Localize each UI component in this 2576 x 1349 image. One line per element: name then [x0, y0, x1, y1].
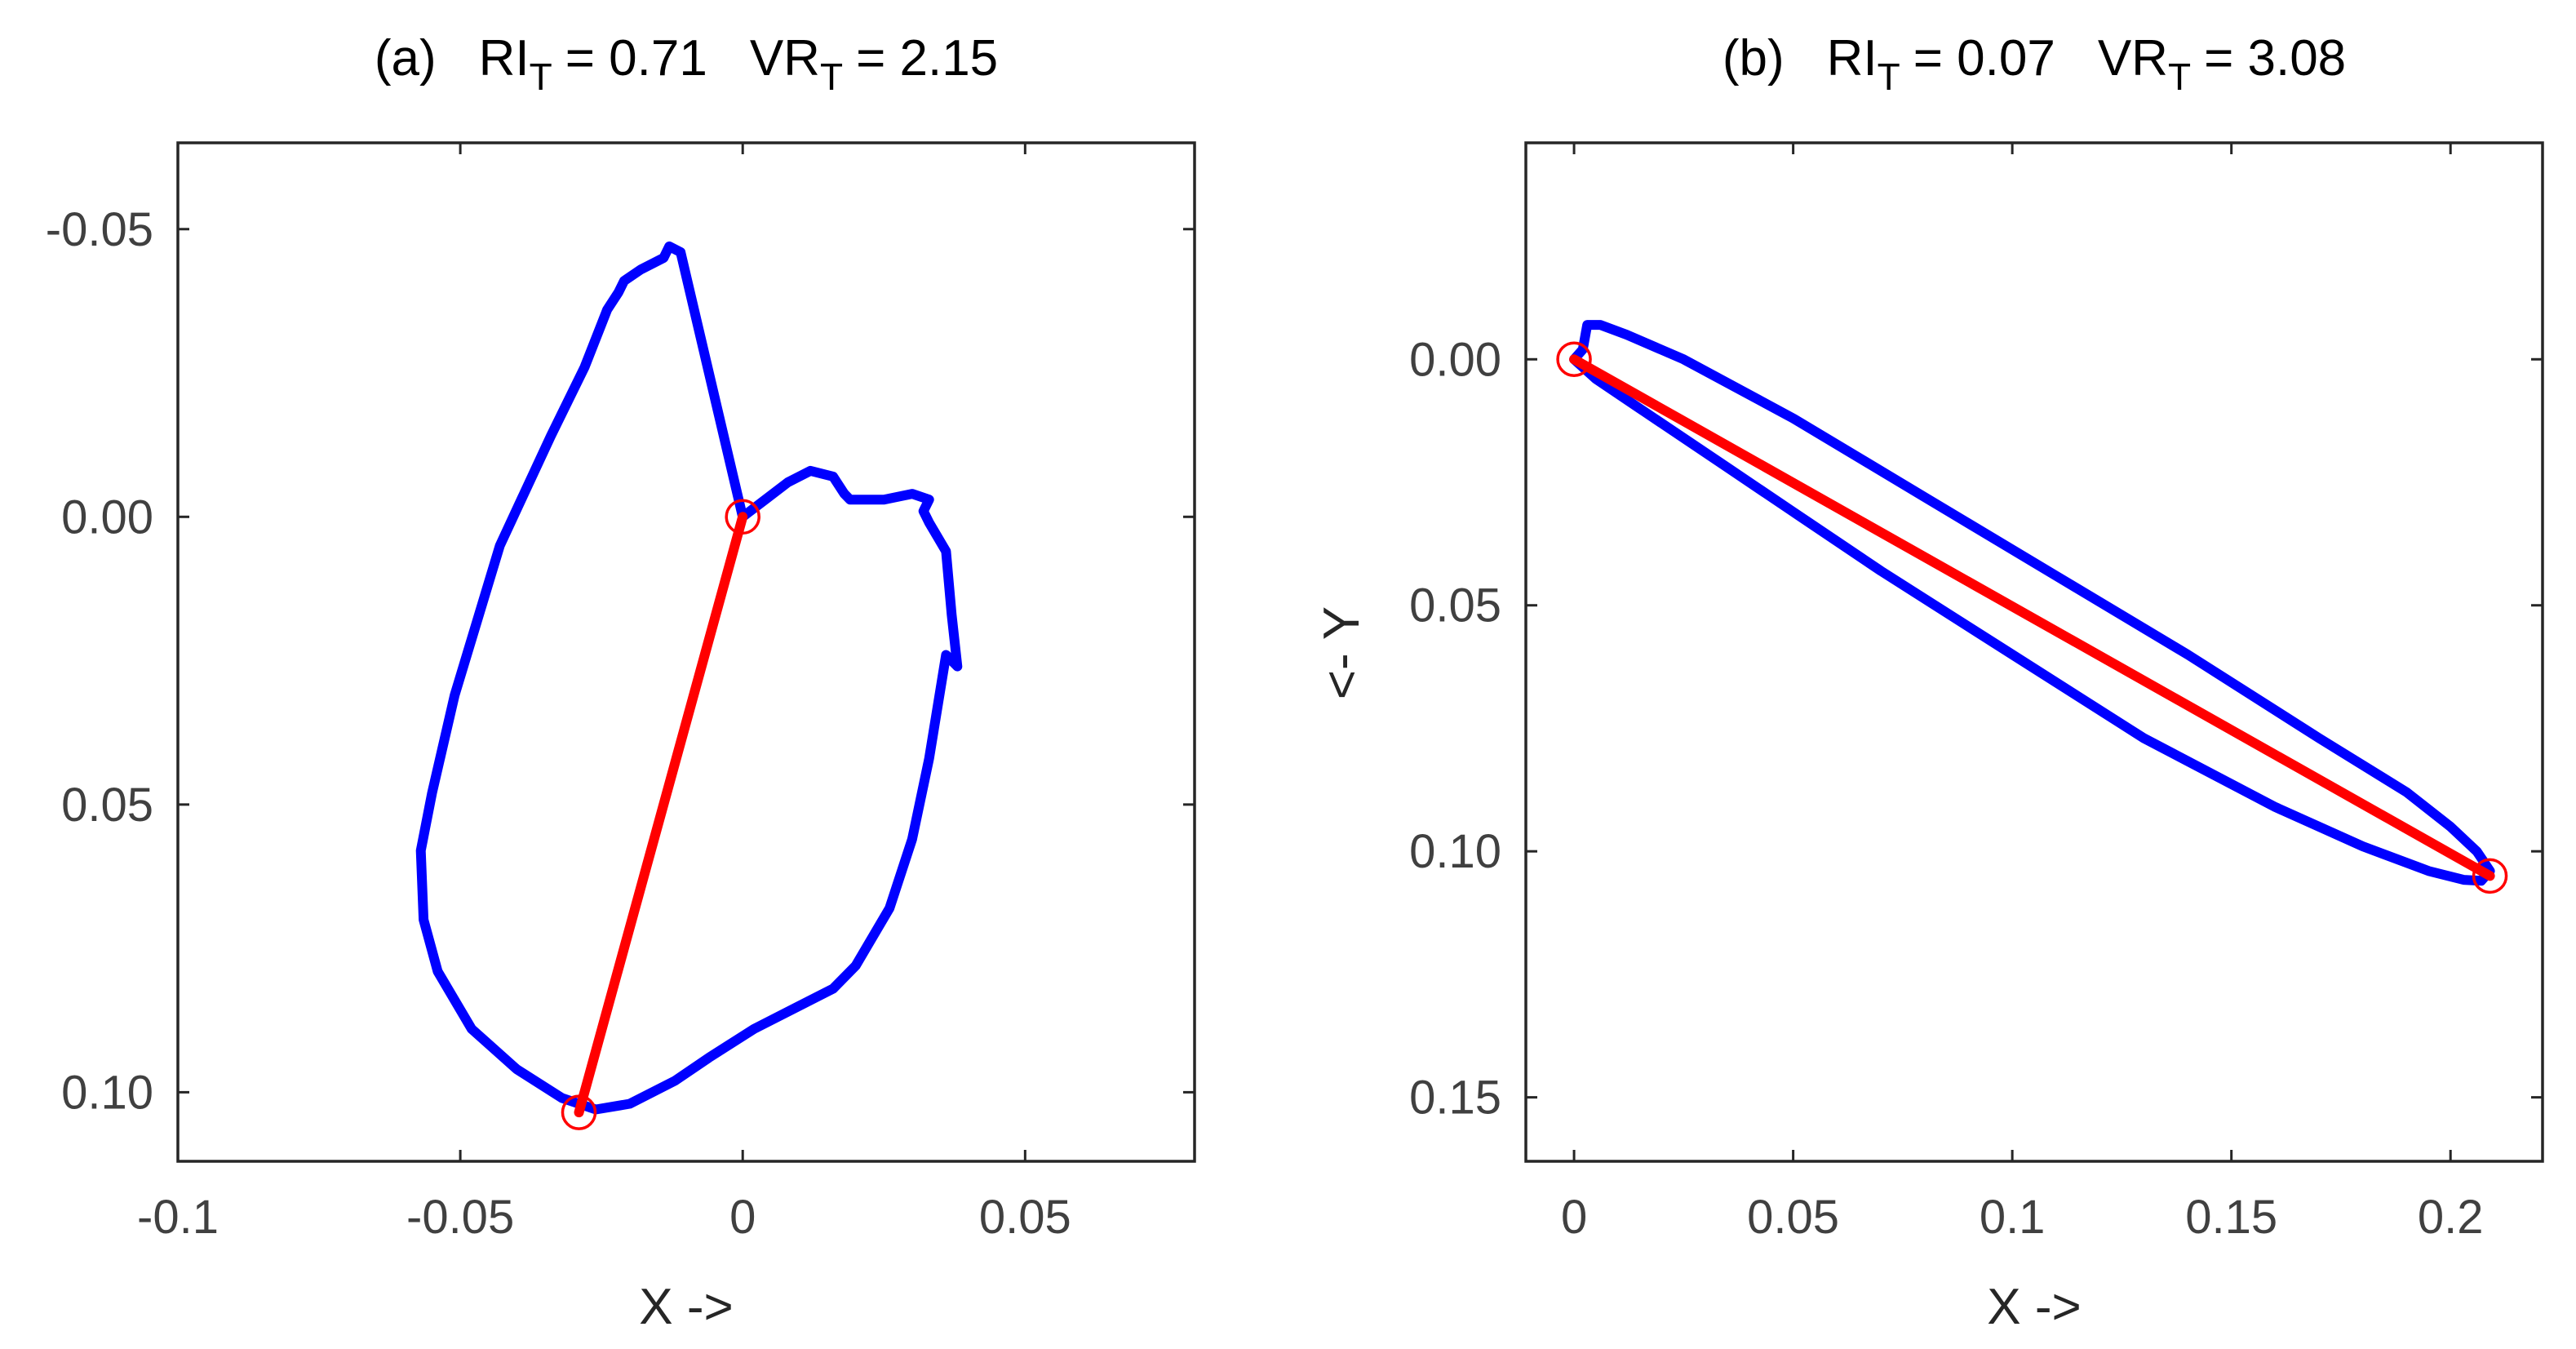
panel-a-ri-value: = 0.71	[565, 30, 707, 87]
panel-b-y-ticks: 0.00 0.05 0.10 0.15	[1409, 333, 2543, 1125]
panel-a-x-ticks: -0.1 -0.05 0 0.05	[137, 143, 1071, 1244]
panel-a-ri-label: RI	[479, 30, 530, 87]
panel-a-x-tick-label: -0.1	[137, 1191, 219, 1244]
panel-a-trajectory-line	[415, 241, 963, 1115]
panel-b-title: (b) RIT = 0.07 VRT = 3.08	[1723, 30, 2346, 98]
panel-a-x-tick-label: -0.05	[406, 1191, 514, 1244]
panel-a-ri-sub: T	[530, 55, 552, 98]
panel-a-y-ticks: -0.05 0.00 0.05 0.10	[46, 203, 1195, 1119]
panel-b-x-ticks: 0 0.05 0.1 0.15 0.2	[1561, 143, 2484, 1244]
panel-b-endpoint-marker-1	[2472, 858, 2508, 894]
panel-a: (a) RIT = 0.71 VRT = 2.15 -0.1 -0.05 0 0.05 -0.…	[46, 30, 1196, 1335]
panel-a-y-tick-label: 0.00	[61, 490, 153, 544]
panel-b-x-axis-label: X ->	[1987, 1279, 2081, 1335]
panel-a-y-tick-label: 0.10	[61, 1066, 153, 1119]
panel-a-vr-value: = 2.15	[856, 30, 998, 87]
panel-b-y-tick-label: 0.00	[1409, 333, 1501, 386]
panel-b-x-tick-label: 0	[1561, 1191, 1587, 1244]
panel-b-ri-value: = 0.07	[1913, 30, 2055, 87]
panel-b-endpoint-marker-0	[1556, 341, 1592, 378]
panel-b-vr-value: = 3.08	[2204, 30, 2346, 87]
panel-a-endpoint-marker-0	[725, 499, 760, 535]
panel-b-x-tick-label: 0.2	[2418, 1191, 2484, 1244]
panel-a-axes-frame	[176, 141, 1196, 1163]
panel-b-x-tick-label: 0.15	[2185, 1191, 2277, 1244]
panel-a-y-tick-label: -0.05	[46, 203, 153, 256]
panel-b-resultant-line	[1569, 354, 2495, 881]
panel-b-axes-frame	[1524, 141, 2544, 1163]
panel-b-y-tick-label: 0.15	[1409, 1072, 1501, 1125]
panel-a-x-tick-label: 0.05	[979, 1191, 1071, 1244]
panel-a-label: (a)	[375, 30, 437, 87]
panel-b-ri-label: RI	[1827, 30, 1878, 87]
panel-a-vr-label: VR	[750, 30, 820, 87]
panel-a-x-axis-label: X ->	[639, 1279, 733, 1335]
panel-a-plot-area	[415, 241, 963, 1130]
panel-a-resultant-line	[574, 512, 748, 1118]
panel-b-y-axis-label: <- Y	[1314, 606, 1370, 699]
panel-a-x-tick-label: 0	[729, 1191, 756, 1244]
panel-b-vr-sub: T	[2168, 55, 2191, 98]
panel-a-endpoint-marker-1	[561, 1094, 597, 1130]
panel-b-label: (b)	[1723, 30, 1785, 87]
panel-b-y-tick-label: 0.10	[1409, 825, 1501, 878]
panel-a-vr-sub: T	[820, 55, 843, 98]
panel-b-x-tick-label: 0.05	[1747, 1191, 1839, 1244]
panel-a-title: (a) RIT = 0.71 VRT = 2.15	[375, 30, 998, 98]
panel-b-y-tick-label: 0.05	[1409, 579, 1501, 632]
panel-b-plot-area	[1556, 320, 2508, 894]
panel-b-ri-sub: T	[1878, 55, 1900, 98]
panel-b-vr-label: VR	[2098, 30, 2168, 87]
panel-a-y-tick-label: 0.05	[61, 779, 153, 832]
panel-b-x-tick-label: 0.1	[1980, 1191, 2046, 1244]
panel-b: (b) RIT = 0.07 VRT = 3.08 0 0.05 0.1 0.15 0.2 0.…	[1314, 30, 2544, 1335]
